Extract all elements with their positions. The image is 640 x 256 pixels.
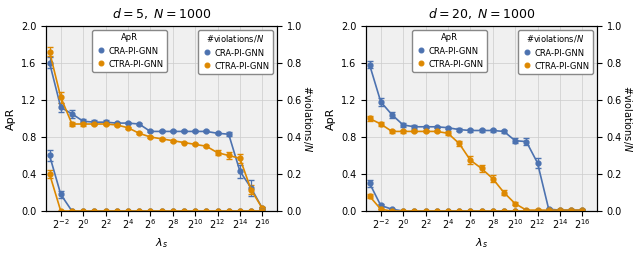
Y-axis label: ApR: ApR — [326, 107, 335, 130]
X-axis label: $\lambda_s$: $\lambda_s$ — [475, 237, 488, 250]
Y-axis label: ApR: ApR — [6, 107, 15, 130]
Legend: CRA-PI-GNN, CTRA-PI-GNN: CRA-PI-GNN, CTRA-PI-GNN — [198, 30, 273, 74]
Title: $d=5,\ N=1000$: $d=5,\ N=1000$ — [112, 6, 211, 20]
X-axis label: $\lambda_s$: $\lambda_s$ — [155, 237, 168, 250]
Y-axis label: #violations/$N$: #violations/$N$ — [621, 85, 634, 152]
Y-axis label: #violations/$N$: #violations/$N$ — [301, 85, 314, 152]
Title: $d=20,\ N=1000$: $d=20,\ N=1000$ — [428, 6, 535, 20]
Legend: CRA-PI-GNN, CTRA-PI-GNN: CRA-PI-GNN, CTRA-PI-GNN — [518, 30, 593, 74]
